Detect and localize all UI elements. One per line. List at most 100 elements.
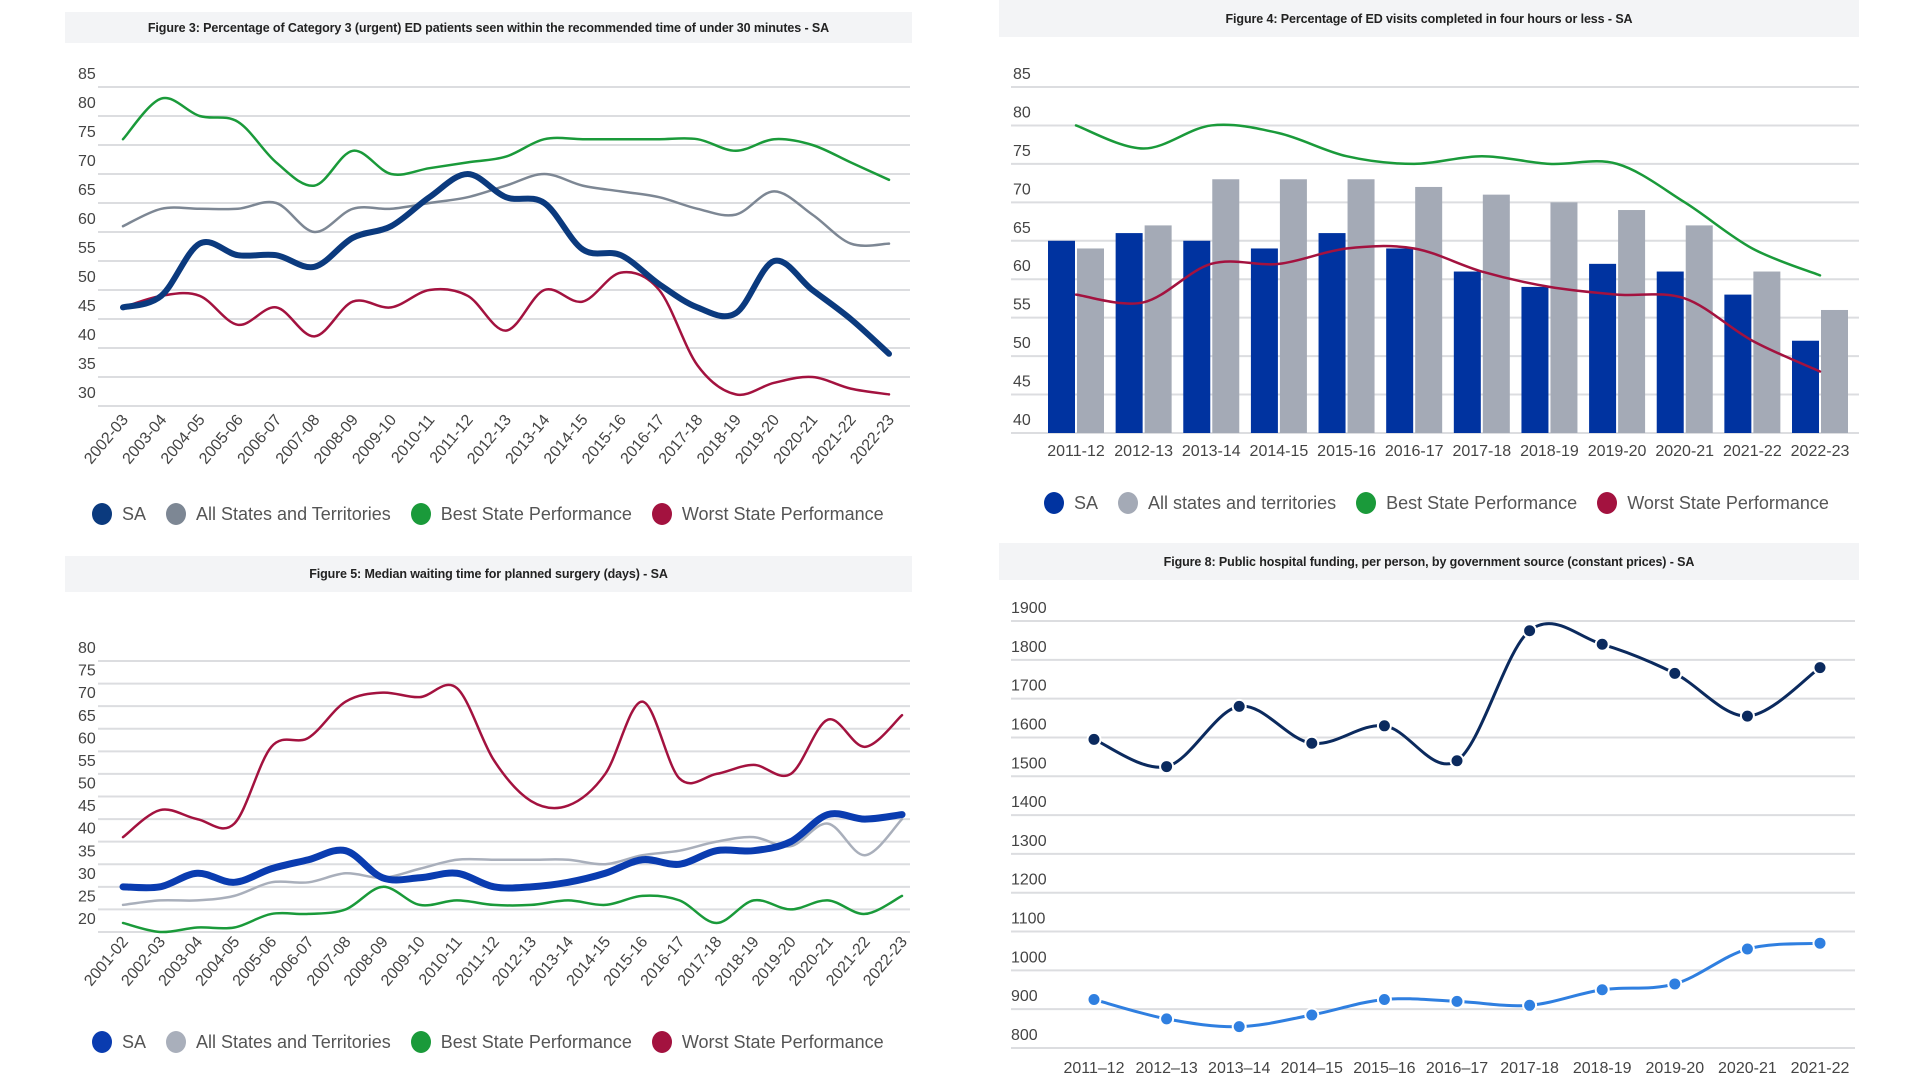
figure-8-title: Figure 8: Public hospital funding, per p…	[1163, 554, 1695, 569]
y-tick-label: 55	[1013, 297, 1031, 314]
legend-swatch-icon	[410, 1031, 431, 1053]
y-tick-label: 70	[1013, 181, 1031, 198]
data-point	[1739, 708, 1755, 724]
y-tick-label: 65	[78, 182, 96, 199]
legend-label: Best State Performance	[1386, 492, 1578, 513]
y-tick-label: 1700	[1011, 678, 1047, 695]
bar	[1656, 271, 1684, 433]
series-line	[119, 810, 906, 892]
y-tick-label: 45	[78, 798, 96, 815]
y-tick-label: 80	[1013, 104, 1031, 121]
bar	[1048, 240, 1075, 433]
y-tick-label: 65	[1013, 220, 1031, 237]
y-tick-label: 60	[78, 730, 96, 747]
figure-8-title-bar: Figure 8: Public hospital funding, per p…	[999, 543, 1859, 580]
series-line	[1074, 244, 1822, 373]
y-tick-label: 75	[78, 124, 96, 141]
legend-item-worst-state: Worst State Performance	[1597, 492, 1829, 514]
data-point	[1159, 759, 1175, 775]
legend-item-all-states: All States and Territories	[166, 1031, 391, 1053]
y-tick-label: 1300	[1011, 833, 1047, 850]
y-tick-label: 30	[78, 385, 96, 402]
legend-label: SA	[122, 503, 147, 524]
y-tick-label: 800	[1011, 1027, 1038, 1044]
x-tick-label: 2018-19	[1573, 1060, 1632, 1077]
x-tick-label: 2013-14	[1182, 443, 1241, 460]
y-tick-label: 55	[78, 753, 96, 770]
data-point	[1086, 731, 1102, 747]
legend-label: All States and Territories	[196, 1031, 391, 1052]
data-point	[1376, 718, 1392, 734]
legend-label: All states and territories	[1148, 492, 1337, 513]
y-tick-label: 60	[1013, 258, 1031, 275]
series-line	[1092, 941, 1822, 1029]
y-tick-label: 1900	[1011, 600, 1047, 617]
legend-item-worst-state: Worst State Performance	[651, 503, 884, 525]
y-tick-label: 85	[78, 66, 96, 83]
series-line	[121, 817, 904, 907]
y-tick-label: 50	[1013, 335, 1031, 352]
bar	[1821, 309, 1848, 433]
data-point	[1667, 976, 1683, 992]
y-tick-label: 1200	[1011, 872, 1047, 889]
bar	[1521, 286, 1549, 433]
y-tick-label: 40	[78, 327, 96, 344]
legend-swatch-icon	[166, 1031, 187, 1053]
bar	[1250, 248, 1278, 433]
x-tick-label: 2018-19	[1520, 443, 1579, 460]
y-tick-label: 20	[78, 911, 96, 928]
data-point	[1231, 698, 1247, 714]
x-tick-label: 2022-23	[1791, 443, 1850, 460]
figure-4-title: Figure 4: Percentage of ED visits comple…	[1225, 11, 1633, 26]
y-tick-label: 60	[78, 211, 96, 228]
x-tick-label: 2012–13	[1135, 1060, 1197, 1077]
bar	[1318, 233, 1346, 433]
x-tick-label: 2012-13	[1114, 443, 1173, 460]
y-tick-label: 80	[78, 640, 96, 657]
y-tick-label: 40	[1013, 412, 1031, 429]
data-point	[1304, 1007, 1320, 1023]
y-tick-label: 70	[78, 153, 96, 170]
data-point	[1159, 1011, 1175, 1027]
x-tick-label: 2020-21	[1655, 443, 1714, 460]
bar	[1482, 194, 1510, 433]
y-tick-label: 50	[78, 269, 96, 286]
figure-4-title-bar: Figure 4: Percentage of ED visits comple…	[999, 0, 1859, 37]
data-point	[1812, 660, 1828, 676]
bar	[1724, 294, 1752, 433]
x-tick-label: 2013–14	[1208, 1060, 1270, 1077]
bar	[1144, 225, 1172, 433]
legend-item-best-state: Best State Performance	[1356, 492, 1577, 514]
x-tick-label: 2011-12	[1047, 443, 1105, 460]
data-point	[1304, 735, 1320, 751]
x-tick-label: 2021-22	[1791, 1060, 1850, 1077]
legend-swatch-icon	[166, 503, 187, 525]
data-point	[1086, 991, 1102, 1007]
figure-5-title: Figure 5: Median waiting time for planne…	[309, 567, 668, 581]
y-tick-label: 1500	[1011, 755, 1047, 772]
legend-swatch-icon	[92, 503, 112, 525]
data-point	[1376, 991, 1392, 1007]
y-tick-label: 65	[78, 708, 96, 725]
x-tick-label: 2017-18	[1500, 1060, 1559, 1077]
x-tick-label: 2015–16	[1353, 1060, 1415, 1077]
y-tick-label: 75	[78, 663, 96, 680]
y-tick-label: 80	[78, 95, 96, 112]
legend-item-best-state: Best State Performance	[410, 503, 632, 525]
x-tick-label: 2019-20	[1645, 1060, 1704, 1077]
y-tick-label: 75	[1013, 143, 1031, 160]
data-point	[1812, 935, 1828, 951]
legend-label: Worst State Performance	[681, 1031, 884, 1052]
legend-swatch-icon	[92, 1031, 112, 1053]
figure-3-title-bar: Figure 3: Percentage of Category 3 (urge…	[65, 12, 912, 43]
legend-label: All States and Territories	[196, 503, 391, 524]
y-tick-label: 35	[78, 843, 96, 860]
bar	[1212, 179, 1240, 433]
y-tick-label: 1000	[1011, 949, 1047, 966]
series-line	[1092, 622, 1822, 769]
data-point	[1594, 636, 1610, 652]
